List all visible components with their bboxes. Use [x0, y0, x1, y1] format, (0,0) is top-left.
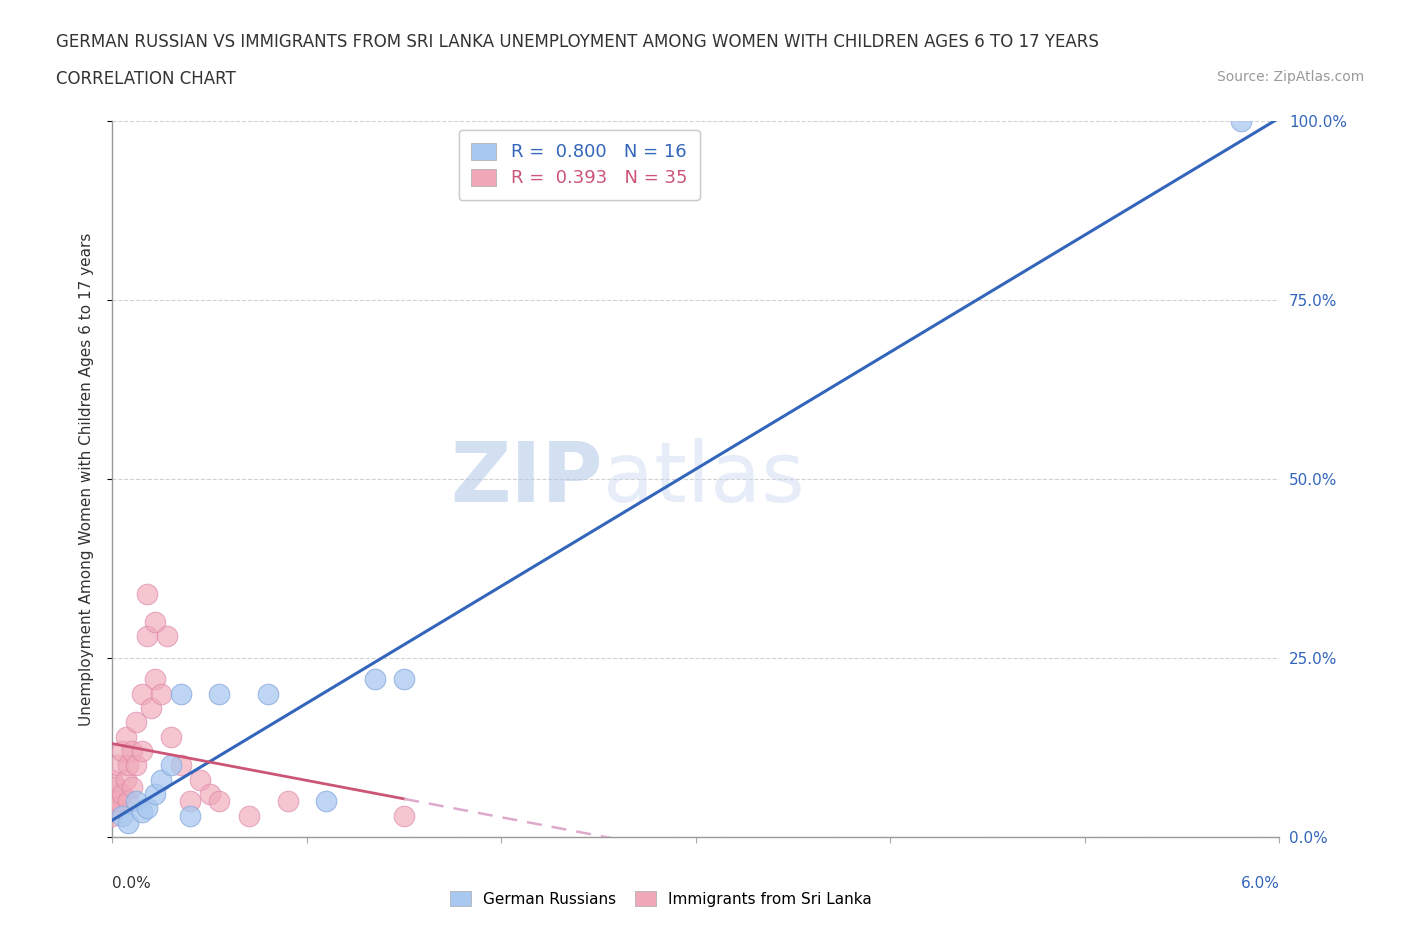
- Point: [143, 615, 166, 630]
- Text: GERMAN RUSSIAN VS IMMIGRANTS FROM SRI LANKA UNEMPLOYMENT AMONG WOMEN WITH CHILDR: GERMAN RUSSIAN VS IMMIGRANTS FROM SRI LA…: [56, 33, 1099, 50]
- Point: [117, 794, 139, 809]
- Legend: German Russians, Immigrants from Sri Lanka: German Russians, Immigrants from Sri Lan…: [443, 885, 879, 913]
- Point: [101, 772, 124, 787]
- Point: [276, 794, 298, 809]
- Point: [125, 715, 148, 730]
- Point: [188, 772, 211, 787]
- Text: 0.0%: 0.0%: [112, 876, 152, 891]
- Point: [107, 758, 129, 773]
- Point: [198, 787, 221, 802]
- Point: [141, 700, 163, 715]
- Point: [121, 744, 143, 759]
- Point: [131, 804, 153, 819]
- Point: [1229, 113, 1251, 128]
- Point: [143, 672, 166, 687]
- Point: [136, 629, 159, 644]
- Legend: R =  0.800   N = 16, R =  0.393   N = 35: R = 0.800 N = 16, R = 0.393 N = 35: [458, 130, 700, 200]
- Point: [115, 729, 138, 744]
- Point: [111, 808, 134, 823]
- Point: [121, 779, 143, 794]
- Point: [115, 772, 138, 787]
- Point: [364, 672, 387, 687]
- Point: [117, 758, 139, 773]
- Text: 6.0%: 6.0%: [1240, 876, 1279, 891]
- Point: [101, 808, 124, 823]
- Point: [136, 801, 159, 816]
- Point: [179, 808, 201, 823]
- Point: [160, 729, 183, 744]
- Point: [125, 758, 148, 773]
- Point: [105, 779, 128, 794]
- Point: [179, 794, 201, 809]
- Point: [105, 801, 128, 816]
- Point: [125, 794, 148, 809]
- Point: [136, 586, 159, 601]
- Point: [394, 808, 416, 823]
- Point: [111, 744, 134, 759]
- Point: [160, 758, 183, 773]
- Point: [131, 686, 153, 701]
- Point: [315, 794, 337, 809]
- Point: [107, 794, 129, 809]
- Point: [150, 686, 173, 701]
- Point: [117, 816, 139, 830]
- Text: ZIP: ZIP: [450, 438, 603, 520]
- Point: [131, 744, 153, 759]
- Text: atlas: atlas: [603, 438, 804, 520]
- Point: [238, 808, 260, 823]
- Text: CORRELATION CHART: CORRELATION CHART: [56, 70, 236, 87]
- Point: [394, 672, 416, 687]
- Point: [169, 758, 191, 773]
- Point: [257, 686, 280, 701]
- Point: [101, 794, 124, 809]
- Point: [156, 629, 179, 644]
- Point: [143, 787, 166, 802]
- Point: [208, 794, 231, 809]
- Text: Source: ZipAtlas.com: Source: ZipAtlas.com: [1216, 70, 1364, 84]
- Point: [111, 787, 134, 802]
- Point: [208, 686, 231, 701]
- Point: [150, 772, 173, 787]
- Point: [169, 686, 191, 701]
- Y-axis label: Unemployment Among Women with Children Ages 6 to 17 years: Unemployment Among Women with Children A…: [79, 232, 94, 725]
